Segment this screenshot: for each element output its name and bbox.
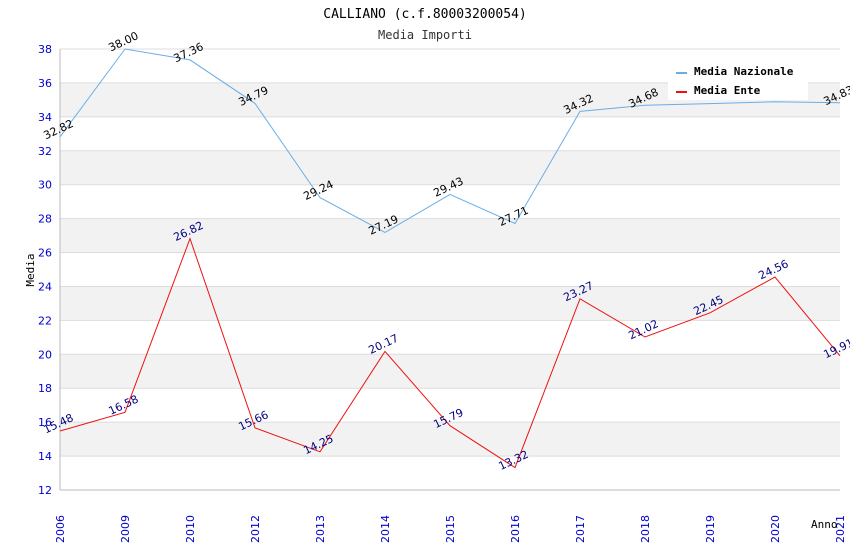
x-tick-label: 2021: [834, 515, 847, 543]
x-tick-label: 2019: [704, 515, 717, 543]
series-group: [59, 48, 841, 469]
legend: Media Nazionale Media Ente: [668, 60, 808, 100]
y-tick-label: 34: [38, 111, 52, 124]
y-axis-title: Media: [24, 253, 37, 286]
series-line-media-ente: [59, 237, 841, 469]
x-tick-label: 2016: [509, 515, 522, 543]
grid-band: [60, 150, 840, 185]
data-label: 16.58: [106, 393, 140, 418]
grid-band: [60, 286, 840, 321]
y-tick-label: 30: [38, 179, 52, 192]
legend-label-media-nazionale: Media Nazionale: [694, 65, 794, 78]
x-tick-label: 2010: [184, 515, 197, 543]
x-tick-label: 2014: [379, 515, 392, 543]
y-axis-ticks: 12 14 16 18 20 22 24 26 28 30 32 34 36 38: [38, 43, 52, 497]
x-tick-label: 2006: [54, 515, 67, 543]
x-axis-ticks: 2006 2009 2010 2012 2013 2014 2015 2016 2017 2018…: [54, 515, 847, 543]
y-tick-label: 16: [38, 416, 52, 429]
data-label: 21.02: [626, 317, 660, 342]
y-tick-label: 14: [38, 450, 52, 463]
grid-bands: [60, 82, 840, 457]
x-tick-label: 2018: [639, 515, 652, 543]
grid-band: [60, 354, 840, 389]
x-tick-label: 2012: [249, 515, 262, 543]
y-tick-label: 32: [38, 145, 52, 158]
chart-title: CALLIANO (c.f.80003200054): [323, 7, 527, 22]
x-axis-title: Anno: [811, 518, 838, 531]
legend-box: [668, 60, 808, 100]
legend-label-media-ente: Media Ente: [694, 84, 761, 97]
series-line-media-nazionale: [59, 48, 841, 233]
y-tick-label: 24: [38, 280, 52, 293]
x-tick-label: 2017: [574, 515, 587, 543]
y-tick-label: 28: [38, 213, 52, 226]
y-tick-label: 26: [38, 247, 52, 260]
y-tick-label: 20: [38, 348, 52, 361]
x-tick-label: 2015: [444, 515, 457, 543]
chart-subtitle: Media Importi: [378, 28, 472, 42]
x-tick-label: 2009: [119, 515, 132, 543]
data-label: 24.56: [756, 257, 790, 282]
y-tick-label: 38: [38, 43, 52, 56]
x-tick-label: 2013: [314, 515, 327, 543]
y-tick-label: 12: [38, 484, 52, 497]
y-tick-label: 18: [38, 382, 52, 395]
grid-band: [60, 218, 840, 253]
x-tick-label: 2020: [769, 515, 782, 543]
data-label: 37.36: [171, 40, 205, 65]
y-tick-label: 36: [38, 77, 52, 90]
y-tick-label: 22: [38, 314, 52, 327]
grid-band: [60, 422, 840, 457]
